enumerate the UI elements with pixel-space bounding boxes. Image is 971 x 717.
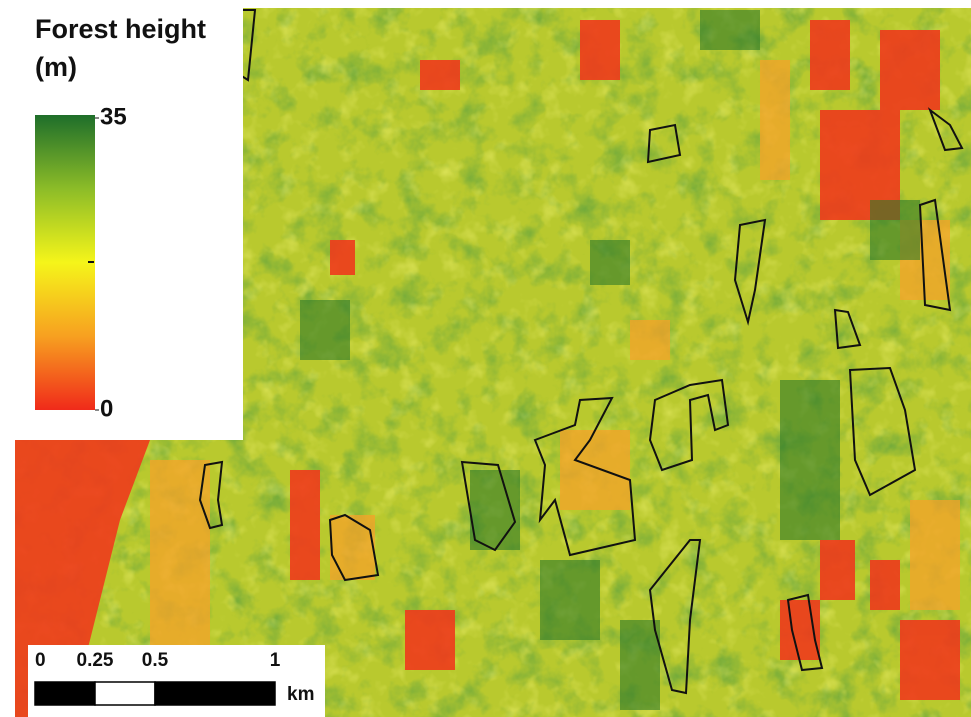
scale-label: 0.5 <box>142 650 169 671</box>
legend-title: Forest height (m) <box>35 10 235 86</box>
scale-segment <box>35 682 95 705</box>
forest-map: 35 0 0 0.25 0.5 1 km <box>0 0 971 717</box>
color-bar <box>35 115 95 410</box>
scale-segment <box>95 682 155 705</box>
scale-label: 1 <box>270 650 281 671</box>
scale-label: 0 <box>35 650 46 671</box>
map-view: 35 0 0 0.25 0.5 1 km Forest height (m) <box>0 0 971 717</box>
colorbar-label: 35 <box>100 103 127 130</box>
scale-segment <box>155 682 275 705</box>
colorbar-label: 0 <box>100 395 113 422</box>
scale-label: 0.25 <box>77 650 114 671</box>
scale-unit: km <box>287 684 314 705</box>
scale-panel <box>28 645 325 717</box>
